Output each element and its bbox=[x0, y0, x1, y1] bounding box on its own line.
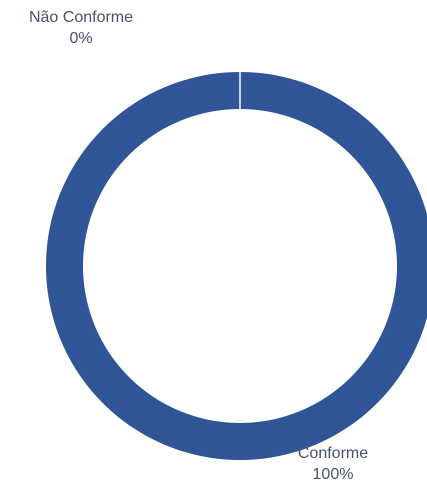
data-label-nao-conforme-percent: 0% bbox=[69, 30, 93, 47]
data-label-conforme-percent: 100% bbox=[312, 466, 354, 483]
donut-slices bbox=[46, 71, 427, 460]
data-label-nao-conforme: Não Conforme 0% bbox=[6, 7, 156, 49]
data-label-nao-conforme-category: Não Conforme bbox=[28, 9, 134, 26]
data-label-conforme: Conforme 100% bbox=[258, 443, 408, 485]
slice-conforme bbox=[46, 72, 427, 460]
data-label-conforme-category: Conforme bbox=[297, 445, 369, 462]
